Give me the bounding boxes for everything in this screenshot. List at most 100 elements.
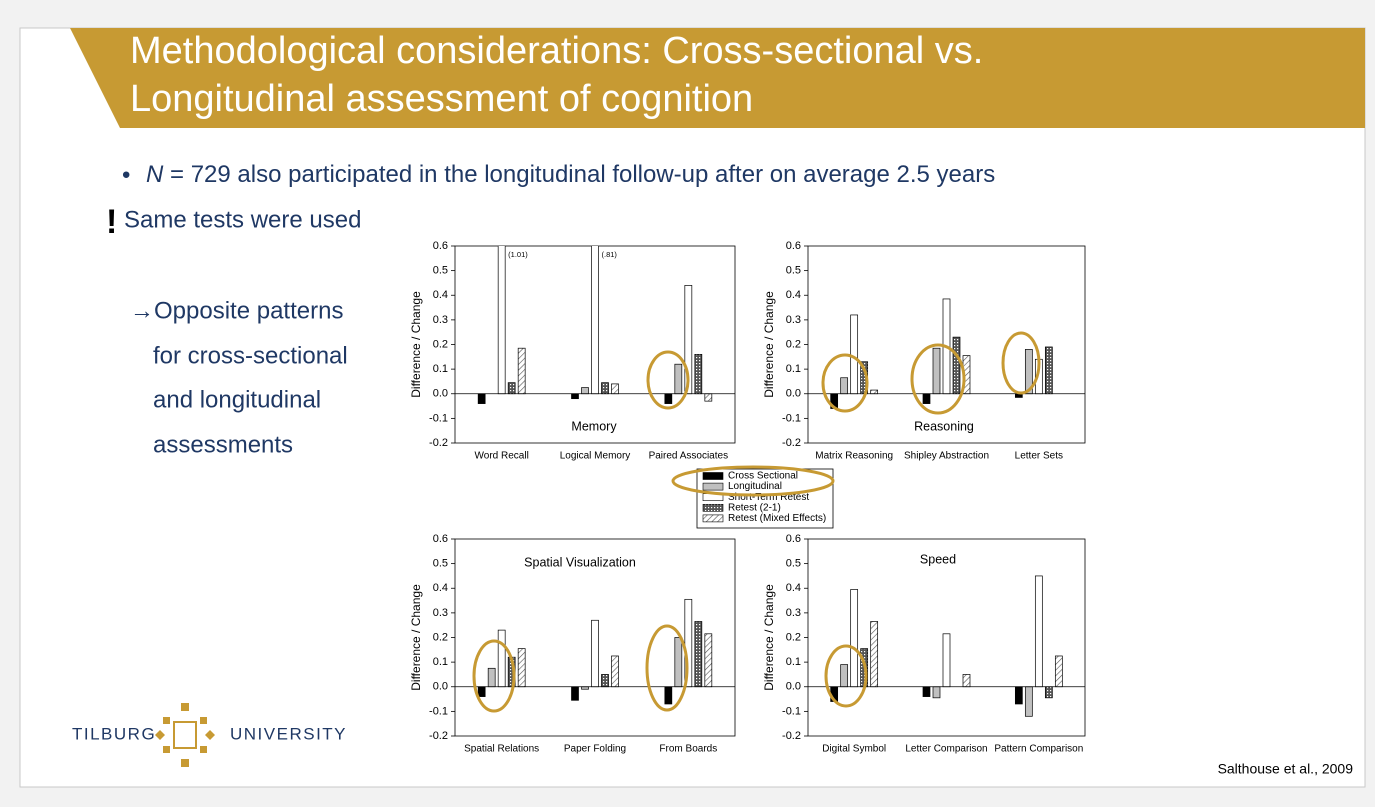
y-tick-label: 0.3 (786, 314, 801, 326)
value-label: (1.01) (508, 250, 528, 259)
y-tick-label: 0.3 (786, 607, 801, 619)
legend-swatch (702, 472, 724, 480)
logo-emblem (155, 703, 215, 767)
chart: -0.2 -0.1 0.0 0.1 0.2 0.3 0.4 0.5 0.6 Digital Sym… (762, 533, 1086, 755)
y-tick-label: -0.1 (782, 705, 801, 717)
bullet-text: N = 729 also participated in the longitu… (146, 161, 995, 188)
exclaim-mark: ! (106, 203, 117, 241)
exclaim-text: Same tests were used (124, 206, 361, 233)
bar (674, 363, 683, 395)
x-tick-label: Letter Comparison (905, 744, 987, 755)
y-tick-label: -0.2 (782, 437, 801, 449)
y-tick-label: 0.5 (786, 265, 801, 277)
x-tick-label: Pattern Comparison (994, 744, 1083, 755)
arrow-text: for cross-sectional (153, 342, 348, 369)
bar (952, 336, 961, 395)
bar (497, 629, 506, 688)
y-tick-label: 0.6 (786, 533, 801, 545)
logo-right: University (230, 724, 347, 743)
charts: -0.2 -0.1 0.0 0.1 0.2 0.3 0.4 0.5 0.6 (1.01) (.81)… (409, 240, 1086, 755)
bar (694, 621, 703, 688)
bar (487, 667, 496, 688)
bar (477, 393, 486, 404)
bar (962, 674, 971, 688)
bar (517, 648, 526, 688)
y-axis-label: Difference / Change (409, 584, 423, 691)
bar (704, 393, 713, 402)
citation: Salthouse et al., 2009 (1218, 761, 1354, 777)
x-tick-label: Shipley Abstraction (904, 451, 989, 462)
bar (517, 347, 526, 395)
y-tick-label: 0.5 (433, 558, 448, 570)
highlight-circles (472, 331, 1041, 713)
y-axis-label: Difference / Change (762, 584, 776, 691)
legend-label: Longitudinal (728, 481, 782, 492)
bar (1044, 346, 1053, 395)
bar (932, 686, 941, 699)
bar (581, 387, 589, 395)
y-tick-label: -0.2 (429, 730, 448, 742)
bar (1034, 575, 1043, 688)
x-tick-label: Letter Sets (1015, 451, 1063, 462)
y-tick-label: 0.6 (433, 533, 448, 545)
bar (840, 377, 849, 395)
bar (1054, 655, 1063, 688)
arrow-text: and longitudinal (153, 386, 321, 413)
chart-title: Reasoning (914, 419, 974, 433)
bar (870, 389, 879, 395)
bar (1014, 686, 1023, 705)
bar (932, 347, 941, 395)
y-tick-label: -0.1 (429, 705, 448, 717)
arrow-text: →Opposite patterns (130, 297, 343, 324)
bar (664, 686, 673, 705)
x-tick-label: Paired Associates (649, 451, 729, 462)
y-tick-label: 0.0 (433, 388, 448, 400)
chart: -0.2 -0.1 0.0 0.1 0.2 0.3 0.4 0.5 0.6 (1.01) (.81)… (409, 240, 736, 462)
bar (611, 383, 619, 395)
bar (674, 637, 683, 688)
x-tick-label: Digital Symbol (822, 744, 886, 755)
y-axis-label: Difference / Change (762, 291, 776, 398)
bar (840, 664, 849, 688)
legend-label: Short-Term Retest (728, 492, 809, 503)
logo: Tilburg University (72, 703, 347, 767)
logo-left: Tilburg (72, 724, 156, 743)
bar (601, 382, 609, 395)
chart-title: Memory (571, 419, 617, 433)
bar (571, 393, 579, 400)
y-tick-label: 0.4 (433, 582, 448, 594)
title-band (70, 28, 1365, 128)
y-tick-label: 0.6 (433, 240, 448, 252)
value-label: (.81) (602, 250, 618, 259)
bar (704, 633, 713, 688)
bullet-dot: • (122, 161, 130, 188)
bar (601, 674, 609, 688)
y-tick-label: -0.1 (429, 412, 448, 424)
arrow-text: assessments (153, 431, 293, 458)
y-tick-label: 0.4 (786, 289, 801, 301)
chart-title: Spatial Visualization (524, 555, 636, 569)
y-tick-label: 0.6 (786, 240, 801, 252)
y-tick-label: 0.1 (433, 656, 448, 668)
y-tick-label: 0.0 (786, 681, 801, 693)
legend-swatch (702, 514, 724, 523)
bar (922, 686, 931, 697)
slide-title: Methodological considerations: Cross-sec… (130, 30, 983, 72)
y-tick-label: 0.5 (786, 558, 801, 570)
bar (922, 393, 931, 404)
legend-swatch (702, 482, 724, 491)
bar (664, 393, 673, 404)
bar (1024, 686, 1033, 717)
legend-label: Retest (2-1) (728, 502, 781, 513)
bar (571, 686, 579, 701)
bar (507, 382, 516, 395)
y-tick-label: 0.2 (786, 631, 801, 643)
legend-swatch (702, 503, 724, 512)
x-tick-label: Matrix Reasoning (815, 451, 893, 462)
x-tick-label: Logical Memory (560, 451, 631, 462)
bar (942, 633, 951, 688)
y-tick-label: 0.3 (433, 314, 448, 326)
x-tick-label: Paper Folding (564, 744, 626, 755)
